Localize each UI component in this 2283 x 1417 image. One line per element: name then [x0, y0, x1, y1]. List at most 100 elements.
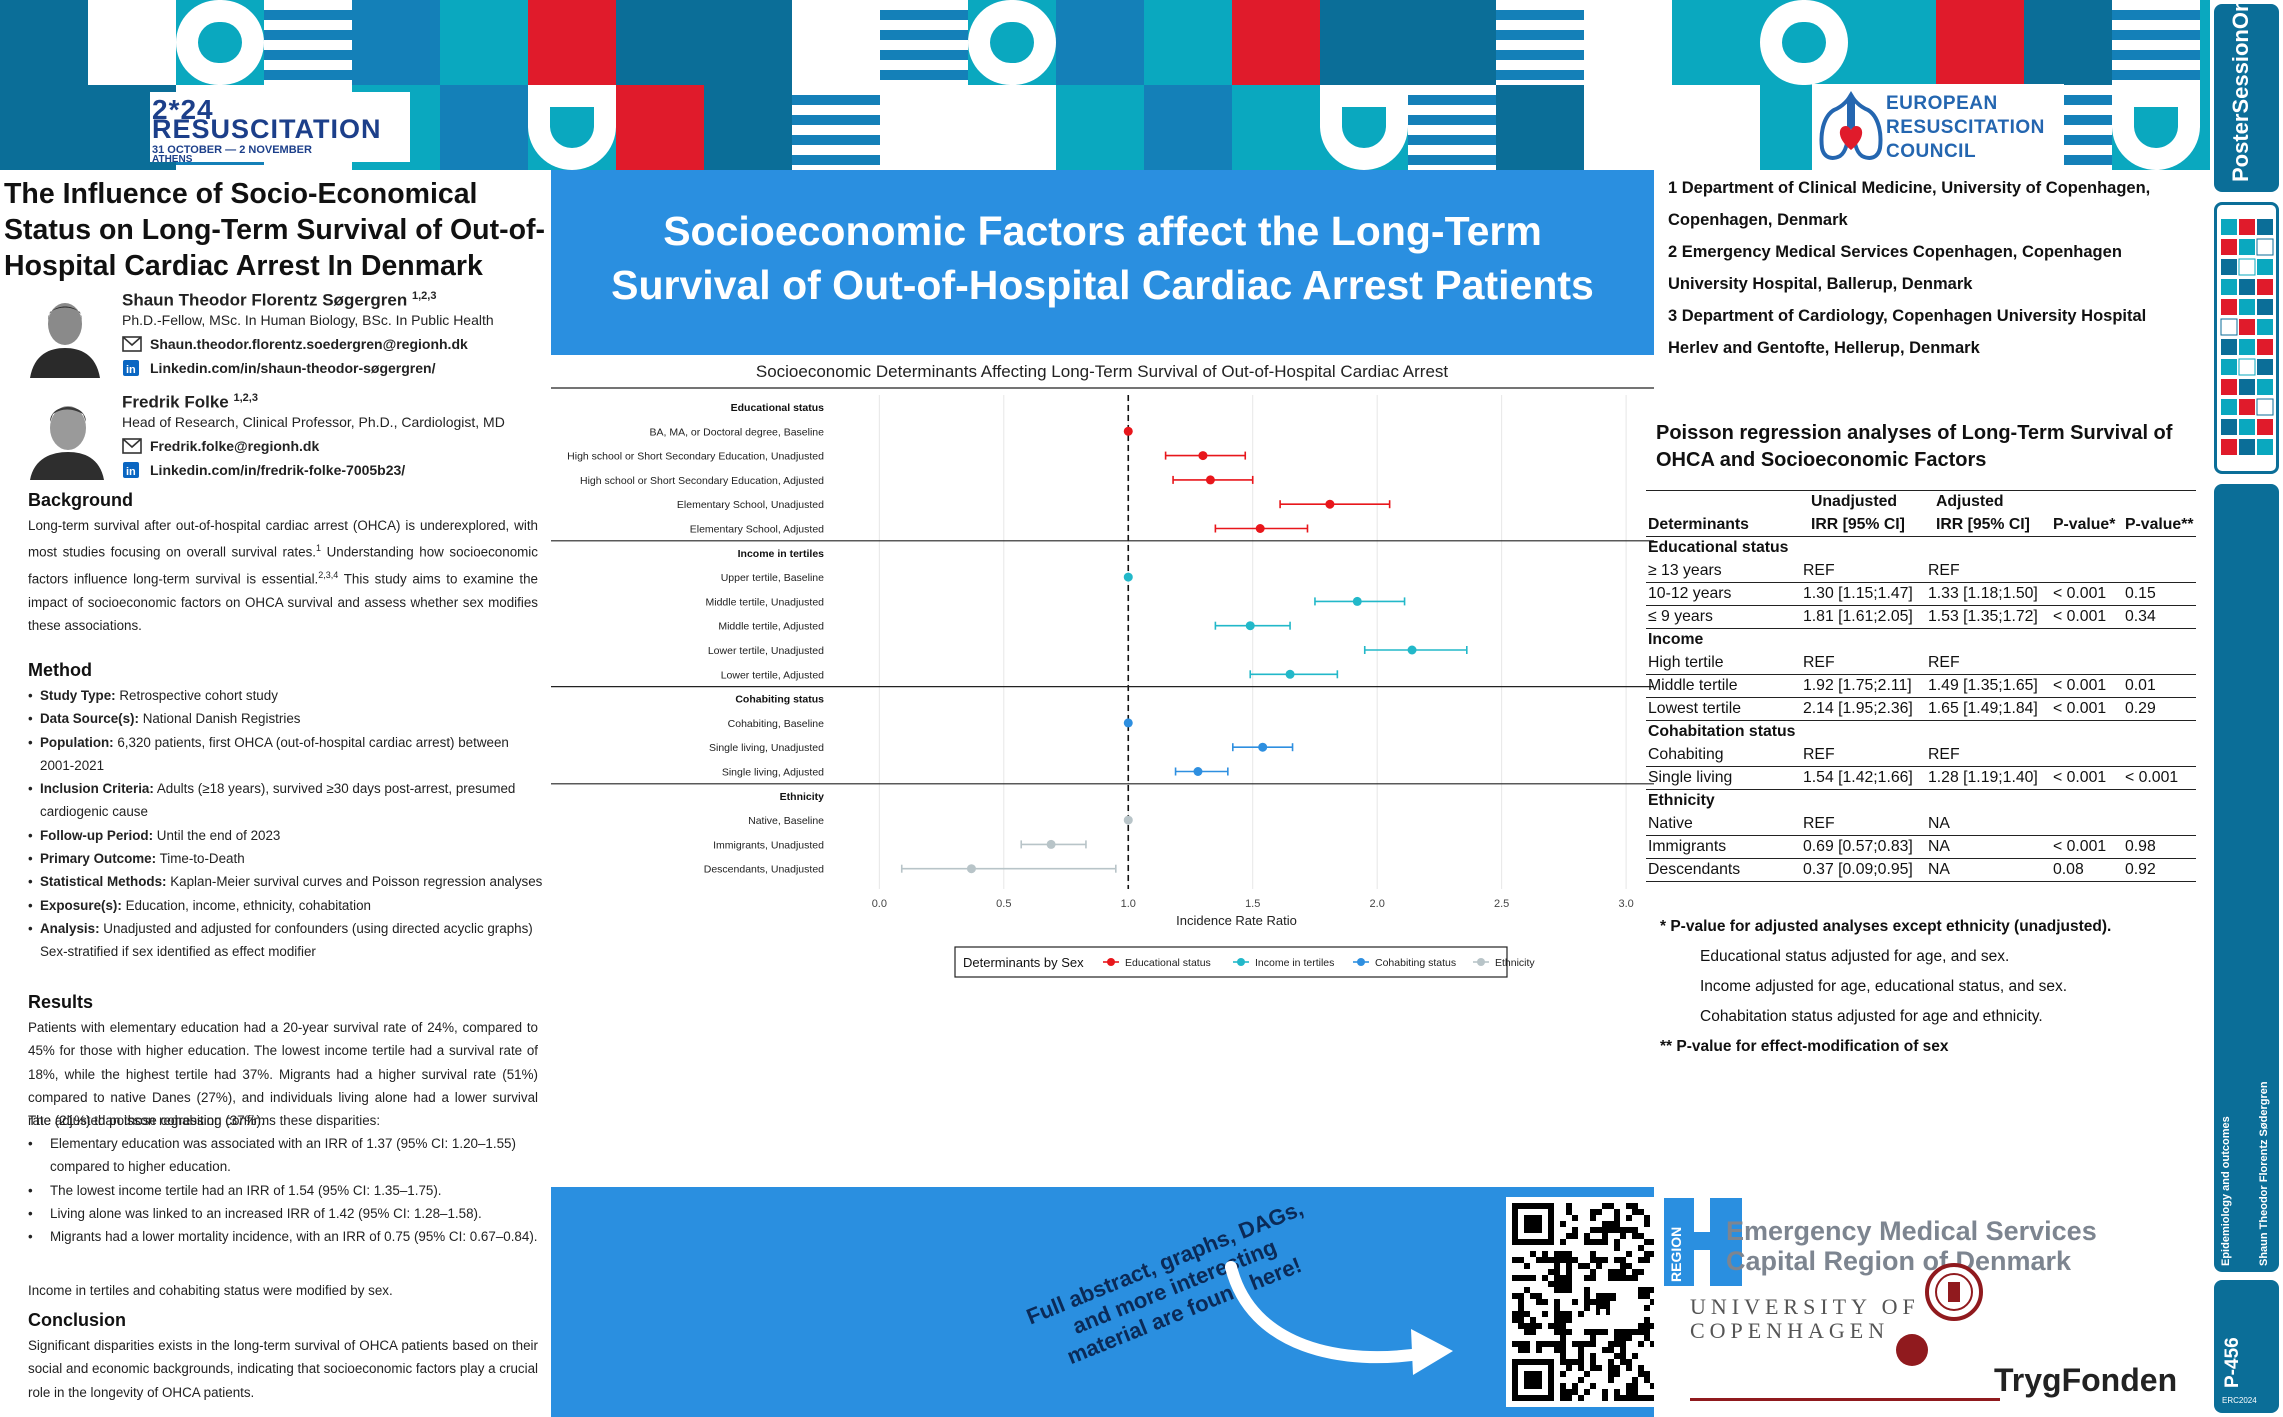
qr-module — [1554, 1341, 1560, 1347]
qr-module — [1632, 1377, 1638, 1383]
qr-module — [1596, 1329, 1602, 1335]
results-text: Patients with elementary education had a… — [28, 1020, 538, 1129]
dinosaur-icon — [1590, 1293, 1616, 1315]
note-line: Educational status adjusted for age, and… — [1700, 948, 2010, 965]
table-cell: 1.92 [1.75;2.11] — [1801, 674, 1926, 698]
author-email-1[interactable]: Shaun.theodor.florentz.soedergren@region… — [122, 336, 468, 352]
qr-module — [1644, 1395, 1650, 1401]
row-label: Single living, Adjusted — [722, 767, 824, 779]
qr-module — [1632, 1227, 1638, 1233]
note-line: Income adjusted for age, educational sta… — [1700, 978, 2068, 995]
method-item: Exposure(s): Education, income, ethnicit… — [28, 894, 543, 918]
qr-callout-box: Full abstract, graphs, DAGs, and more in… — [551, 1187, 1716, 1417]
table-cell: Immigrants — [1646, 835, 1801, 859]
qr-module — [1632, 1269, 1638, 1275]
qr-module — [1632, 1389, 1638, 1395]
qr-module — [1554, 1251, 1560, 1257]
lungs-heart-icon — [1819, 91, 1883, 160]
author-name-text-1: Shaun Theodor Florentz Søgergren — [122, 290, 408, 310]
banner-tile — [2112, 85, 2200, 170]
qr-module — [1524, 1323, 1530, 1329]
method-text: Education, income, ethnicity, cohabitati… — [121, 897, 371, 913]
qr-module — [1608, 1203, 1614, 1209]
qr-module — [1572, 1389, 1578, 1395]
table-cell — [2123, 629, 2196, 652]
author-linkedin-2[interactable]: in Linkedin.com/in/fredrik-folke-7005b23/ — [122, 462, 405, 478]
table-section-row: Ethnicity — [1646, 790, 2196, 813]
estimate-point — [1123, 718, 1133, 728]
author-email-text-1: Shaun.theodor.florentz.soedergren@region… — [150, 336, 468, 352]
banner-tile — [616, 0, 704, 85]
table-cell: 0.08 — [2051, 858, 2123, 882]
qr-module — [1590, 1335, 1596, 1341]
table-cell: Descendants — [1646, 858, 1801, 882]
author-card-1: Shaun Theodor Florentz Søgergren 1,2,3 P… — [20, 290, 540, 380]
author-email-2[interactable]: Fredrik.folke@regionh.dk — [122, 438, 319, 454]
headline-box: Socioeconomic Factors affect the Long-Te… — [551, 170, 1654, 355]
table-cell: Income — [1648, 631, 1704, 649]
estimate-point — [966, 864, 976, 874]
table-row: Single living 1.54 [1.42;1.66] 1.28 [1.19;… — [1646, 766, 2196, 790]
qr-module — [1632, 1275, 1638, 1281]
qr-module — [1584, 1371, 1590, 1377]
method-item: Analysis: Unadjusted and adjusted for co… — [28, 917, 543, 964]
qr-module — [1578, 1341, 1584, 1347]
results-item: The lowest income tertile had an IRR of … — [28, 1179, 543, 1203]
qr-module — [1560, 1287, 1566, 1293]
banner-tile — [792, 85, 880, 170]
table-cell: Native — [1646, 812, 1801, 836]
author-affil-1: 1,2,3 — [411, 290, 437, 302]
qr-module — [1596, 1365, 1602, 1371]
qr-module — [1566, 1365, 1572, 1371]
qr-module — [1566, 1257, 1572, 1263]
qr-module — [1572, 1257, 1578, 1263]
qr-module — [1614, 1395, 1620, 1401]
qr-module — [1650, 1287, 1656, 1293]
qr-module — [1650, 1251, 1656, 1257]
qr-module — [1632, 1209, 1638, 1215]
qr-module — [1614, 1275, 1620, 1281]
qr-module — [1650, 1395, 1656, 1401]
table-cell: 1.81 [1.61;2.05] — [1801, 605, 1926, 629]
row-label: Cohabiting, Baseline — [728, 718, 824, 730]
author-linkedin-1[interactable]: in Linkedin.com/in/shaun-theodor-søgergre… — [122, 360, 435, 376]
estimate-point — [1352, 596, 1362, 606]
qr-module — [1590, 1275, 1596, 1281]
qr-module — [1590, 1227, 1596, 1233]
qr-module — [1584, 1299, 1590, 1305]
conference-pattern-thumbnail — [2220, 219, 2274, 455]
qr-module — [1620, 1335, 1626, 1341]
table-cell — [1926, 537, 2051, 560]
qr-module — [1590, 1239, 1596, 1245]
conference-thumbnail[interactable] — [2214, 202, 2279, 474]
banner-tile — [1056, 85, 1144, 170]
banner-tile — [1848, 0, 1936, 85]
qr-module — [1584, 1233, 1590, 1239]
banner-tile — [2024, 0, 2112, 85]
qr-module — [1620, 1263, 1626, 1269]
estimate-point — [1123, 426, 1133, 436]
envelope-icon — [122, 438, 142, 454]
affiliation-line: Copenhagen, Denmark — [1668, 211, 1848, 229]
qr-module — [1524, 1341, 1530, 1347]
qr-module — [1584, 1329, 1590, 1335]
table-cell: Lowest tertile — [1646, 697, 1801, 721]
ku-seal-icon — [1925, 1263, 1983, 1321]
qr-module — [1512, 1275, 1518, 1281]
note-line: ** P-value for effect-modification of se… — [1660, 1038, 1949, 1055]
qr-module — [1584, 1341, 1590, 1347]
method-item: Inclusion Criteria: Adults (≥18 years), … — [28, 777, 543, 824]
banner-tile — [1232, 85, 1320, 170]
method-text: Time-to-Death — [156, 851, 245, 867]
table-cell: 0.34 — [2123, 605, 2196, 629]
qr-module — [1590, 1353, 1596, 1359]
table-section-row: Educational status — [1646, 537, 2196, 560]
qr-module — [1554, 1317, 1560, 1323]
table-cell — [1801, 790, 1926, 813]
qr-module — [1560, 1335, 1566, 1341]
conference-year: 2*24 — [152, 94, 214, 125]
pso-logo[interactable]: PosterSessionOnline — [2214, 0, 2279, 192]
qr-module — [1644, 1215, 1650, 1221]
qr-module — [1566, 1359, 1572, 1365]
estimate-point — [1198, 451, 1208, 461]
